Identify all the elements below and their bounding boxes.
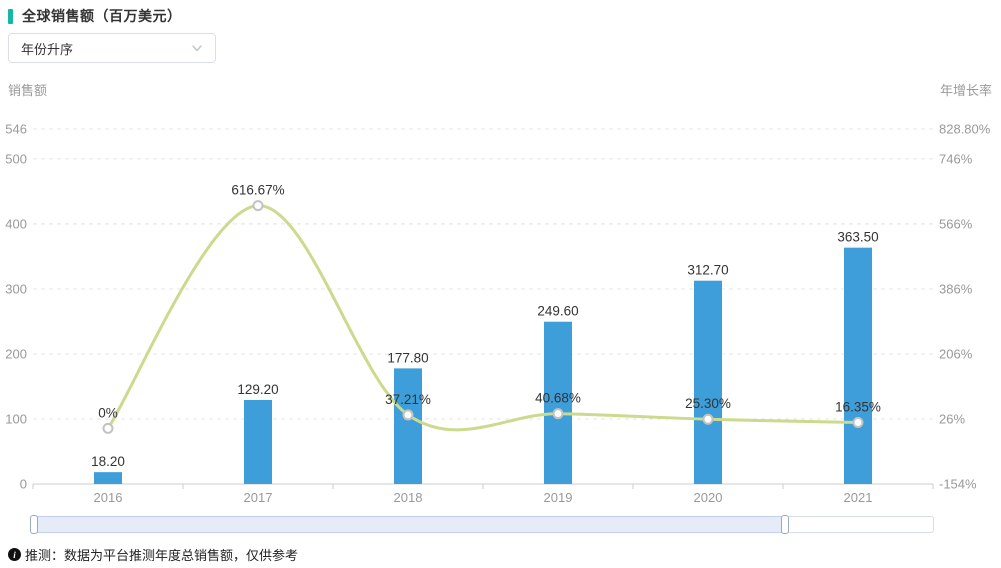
growth-value-label-2021: 16.35% <box>835 399 881 414</box>
growth-value-label-2016: 0% <box>98 405 118 420</box>
growth-value-label-2019: 40.68% <box>535 391 581 406</box>
right-axis-name: 年增长率 <box>939 83 992 98</box>
growth-point-2018[interactable] <box>402 409 414 421</box>
x-axis-label-2020: 2020 <box>694 490 723 505</box>
right-axis-tick-label: 828.80% <box>939 122 991 137</box>
page-title: 全球销售额（百万美元） <box>22 8 182 24</box>
right-axis-tick-label: 26% <box>939 411 965 426</box>
right-axis-tick-label: -154% <box>939 477 977 492</box>
title-accent-bar <box>8 8 13 24</box>
bar-2017[interactable] <box>244 399 272 484</box>
right-axis-tick-label: 206% <box>939 346 973 361</box>
datazoom-right-handle[interactable] <box>780 515 789 534</box>
bar-2018[interactable] <box>394 368 422 484</box>
left-axis-tick-label: 546 <box>5 122 27 137</box>
bar-value-label-2021: 363.50 <box>837 230 878 245</box>
sort-order-value: 年份升序 <box>21 41 74 57</box>
growth-rate-line <box>106 204 860 432</box>
chevron-down-icon <box>192 45 202 52</box>
growth-value-label-2018: 37.21% <box>385 392 431 407</box>
bar-2019[interactable] <box>544 321 572 484</box>
bar-2021[interactable] <box>844 247 872 484</box>
right-axis-tick-label: 566% <box>939 216 973 231</box>
bar-2020[interactable] <box>694 280 722 484</box>
left-axis-tick-label: 400 <box>5 216 27 231</box>
growth-point-2017[interactable] <box>252 200 264 212</box>
growth-point-2021[interactable] <box>852 416 864 428</box>
datazoom-selected-range[interactable] <box>34 516 785 533</box>
left-axis-name: 销售额 <box>8 83 48 98</box>
footnote: i 推测：数据为平台推测年度总销售额，仅供参考 <box>8 545 298 564</box>
right-axis-tick-label: 386% <box>939 281 973 296</box>
left-axis-tick-label: 200 <box>5 346 27 361</box>
bar-value-label-2018: 177.80 <box>387 350 428 365</box>
sort-order-dropdown[interactable]: 年份升序 <box>8 33 216 63</box>
bar-2016[interactable] <box>94 472 122 484</box>
info-icon: i <box>8 548 21 561</box>
x-axis-label-2019: 2019 <box>544 490 573 505</box>
x-axis-label-2016: 2016 <box>94 490 123 505</box>
growth-value-label-2017: 616.67% <box>231 183 284 198</box>
left-axis-tick-label: 300 <box>5 281 27 296</box>
growth-point-2016[interactable] <box>102 422 114 434</box>
datazoom-left-handle[interactable] <box>30 515 38 534</box>
header: 全球销售额（百万美元） <box>8 6 182 26</box>
bar-value-label-2017: 129.20 <box>237 382 278 397</box>
left-axis-tick-label: 100 <box>5 411 27 426</box>
datazoom-slider-track[interactable] <box>30 515 934 534</box>
left-axis-tick-label: 500 <box>5 151 27 166</box>
bar-value-label-2019: 249.60 <box>537 304 578 319</box>
growth-point-2020[interactable] <box>702 413 714 425</box>
bar-value-label-2020: 312.70 <box>687 263 728 278</box>
growth-value-label-2020: 25.30% <box>685 396 731 411</box>
x-axis-label-2018: 2018 <box>394 490 423 505</box>
x-axis-label-2021: 2021 <box>844 490 873 505</box>
x-axis-label-2017: 2017 <box>244 490 273 505</box>
bar-value-label-2016: 18.20 <box>91 454 125 469</box>
growth-point-2019[interactable] <box>552 408 564 420</box>
left-axis-tick-label: 0 <box>20 477 27 492</box>
footnote-text: 推测：数据为平台推测年度总销售额，仅供参考 <box>25 548 299 563</box>
right-axis-tick-label: 746% <box>939 151 973 166</box>
